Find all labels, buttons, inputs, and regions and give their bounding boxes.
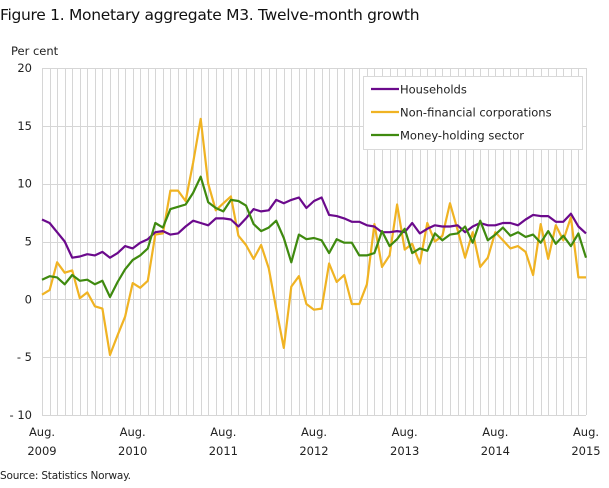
- legend-label: Households: [400, 83, 467, 97]
- series-line-non-financial: [41, 117, 586, 356]
- x-tick-year: 2010: [118, 444, 147, 458]
- chart-legend: Households Non-financial corporations Mone…: [363, 76, 583, 150]
- source-note: Source: Statistics Norway.: [0, 470, 131, 482]
- x-tick-year: 2011: [209, 444, 238, 458]
- chart-title: Figure 1. Monetary aggregate M3. Twelve-…: [0, 6, 420, 24]
- x-tick-month: Aug.: [120, 425, 146, 439]
- x-tick-month: Aug.: [29, 425, 55, 439]
- legend-label: Non-financial corporations: [400, 106, 552, 120]
- y-tick-label: 0: [25, 292, 32, 306]
- x-axis-ticks: Aug. 2009 Aug. 2010 Aug. 2011 Aug. 2012 Aug. 2013…: [27, 425, 600, 458]
- x-tick-month: Aug.: [301, 425, 327, 439]
- y-tick-label: 20: [17, 61, 32, 75]
- y-tick-label: - 5: [17, 350, 32, 364]
- y-tick-label: - 10: [10, 408, 32, 422]
- x-tick-month: Aug.: [482, 425, 508, 439]
- x-tick-year: 2014: [481, 444, 510, 458]
- x-tick-year: 2013: [390, 444, 419, 458]
- data-series: [41, 117, 588, 356]
- series-line-money-holding: [41, 175, 588, 299]
- y-axis-unit-label: Per cent: [11, 44, 59, 58]
- x-tick-year: 2012: [299, 444, 328, 458]
- y-tick-label: 5: [25, 235, 32, 249]
- x-tick-year: 2009: [27, 444, 56, 458]
- y-tick-label: 10: [17, 177, 32, 191]
- x-tick-month: Aug.: [392, 425, 418, 439]
- legend-label: Money-holding sector: [400, 129, 524, 143]
- y-tick-label: 15: [17, 119, 32, 133]
- x-tick-month: Aug.: [573, 425, 599, 439]
- legend-box: [363, 76, 583, 150]
- x-tick-month: Aug.: [210, 425, 236, 439]
- x-tick-year: 2015: [571, 444, 600, 458]
- series-line-households: [41, 196, 587, 259]
- y-axis-ticks: 20 15 10 5 0 - 5 - 10: [10, 61, 32, 422]
